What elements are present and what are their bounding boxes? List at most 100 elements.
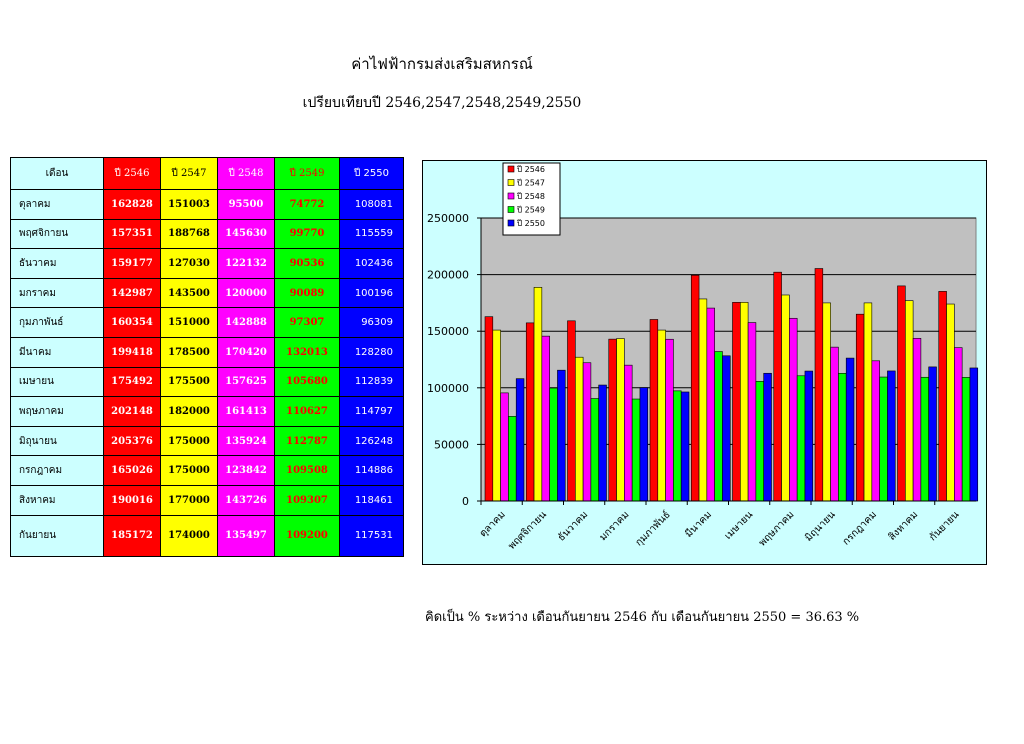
bar [525, 322, 535, 502]
x-tick-label: ธันวาคม [556, 509, 590, 543]
value-cell: 112787 [274, 425, 340, 457]
value-cell: 145630 [217, 218, 275, 250]
bar [698, 298, 708, 502]
bar [590, 398, 599, 502]
value-cell: 202148 [103, 396, 161, 427]
bar [755, 381, 764, 502]
value-cell: 112839 [339, 366, 404, 398]
bar [904, 300, 914, 502]
legend-swatch [507, 192, 515, 200]
bar [920, 376, 929, 502]
bar [822, 302, 831, 502]
x-tick-label: สิงหาคม [887, 509, 921, 543]
value-cell: 157351 [103, 218, 161, 250]
value-cell: 142987 [103, 277, 161, 309]
value-cell: 135924 [217, 425, 275, 457]
value-cell: 102436 [339, 248, 404, 279]
bar [508, 416, 517, 502]
bar [912, 338, 922, 502]
x-tick-label: ตุลาคม [478, 509, 508, 539]
month-cell: ธันวาคม [10, 248, 104, 279]
bar [557, 369, 566, 502]
value-cell: 115559 [339, 218, 404, 250]
value-cell: 199418 [103, 336, 161, 368]
value-cell: 157625 [217, 366, 275, 398]
value-cell: 161413 [217, 396, 275, 427]
value-cell: 128280 [339, 336, 404, 368]
bar [879, 376, 888, 502]
legend-swatch [507, 179, 515, 186]
bar [500, 392, 509, 502]
value-cell: 127030 [160, 248, 218, 279]
table-row: ตุลาคม 162828 151003 95500 74772 108081 [10, 189, 404, 220]
value-cell: 143500 [160, 277, 218, 309]
bar [814, 268, 824, 502]
bar [598, 384, 607, 502]
value-cell: 143726 [217, 484, 275, 516]
bar [887, 370, 896, 502]
table-row: กรกฎาคม 165026 175000 123842 109508 114886 [10, 455, 404, 486]
bar [549, 387, 558, 502]
table-row: พฤศจิกายน 157351 188768 145630 99770 115559 [10, 218, 404, 250]
month-cell: พฤษภาคม [10, 396, 104, 427]
value-cell: 175000 [160, 455, 218, 486]
bar [796, 375, 806, 502]
year-header-2549: ปี 2549 [274, 157, 340, 190]
value-cell: 174000 [160, 514, 218, 557]
y-tick-label: 150000 [427, 325, 469, 338]
value-cell: 185172 [103, 514, 161, 557]
x-tick-label: มีนาคม [683, 509, 714, 540]
value-cell: 159177 [103, 248, 161, 279]
month-cell: กุมภาพันธ์ [10, 307, 104, 338]
year-header-2546: ปี 2546 [103, 157, 161, 190]
data-table: เดือน ปี 2546 ปี 2547 ปี 2548 ปี 2549 ปี… [10, 157, 404, 557]
bar [575, 356, 584, 502]
table-row: ธันวาคม 159177 127030 122132 90536 102436 [10, 248, 404, 279]
x-tick-label: มกราคม [598, 509, 632, 543]
legend-swatch [507, 165, 515, 173]
value-cell: 175500 [160, 366, 218, 398]
bar [714, 351, 723, 502]
value-cell: 99770 [274, 218, 340, 250]
bar [897, 285, 906, 502]
bar [969, 367, 979, 502]
bar [722, 355, 731, 502]
value-cell: 118461 [339, 484, 404, 516]
legend-swatch [507, 206, 515, 213]
value-cell: 165026 [103, 455, 161, 486]
y-tick-label: 250000 [427, 212, 469, 225]
table-row: กันยายน 185172 174000 135497 109200 117531 [10, 514, 404, 557]
y-tick-label: 0 [462, 495, 469, 508]
month-cell: เมษายน [10, 366, 104, 398]
bar [649, 319, 659, 502]
value-cell: 142888 [217, 307, 275, 338]
month-cell: กรกฎาคม [10, 455, 104, 486]
table-row: สิงหาคม 190016 177000 143726 109307 118461 [10, 484, 404, 516]
year-header-2550: ปี 2550 [339, 157, 404, 190]
month-cell: กันยายน [10, 514, 104, 557]
bar [673, 390, 682, 502]
y-tick-label: 100000 [427, 382, 469, 395]
value-cell: 160354 [103, 307, 161, 338]
value-cell: 100196 [339, 277, 404, 309]
bar [804, 370, 814, 502]
bar [567, 320, 576, 502]
bar [838, 373, 847, 502]
x-tick-label: กันยายน [928, 509, 962, 543]
bar [631, 398, 641, 502]
value-cell: 95500 [217, 189, 275, 220]
bar [871, 360, 880, 502]
table-row: มิถุนายน 205376 175000 135924 112787 126248 [10, 425, 404, 457]
value-cell: 175492 [103, 366, 161, 398]
bar [946, 303, 955, 502]
bar [938, 291, 947, 502]
value-cell: 110627 [274, 396, 340, 427]
value-cell: 108081 [339, 189, 404, 220]
value-cell: 126248 [339, 425, 404, 457]
value-cell: 105680 [274, 366, 340, 398]
bar [763, 372, 772, 502]
value-cell: 188768 [160, 218, 218, 250]
bar [706, 307, 715, 502]
value-cell: 205376 [103, 425, 161, 457]
bar [657, 329, 666, 502]
